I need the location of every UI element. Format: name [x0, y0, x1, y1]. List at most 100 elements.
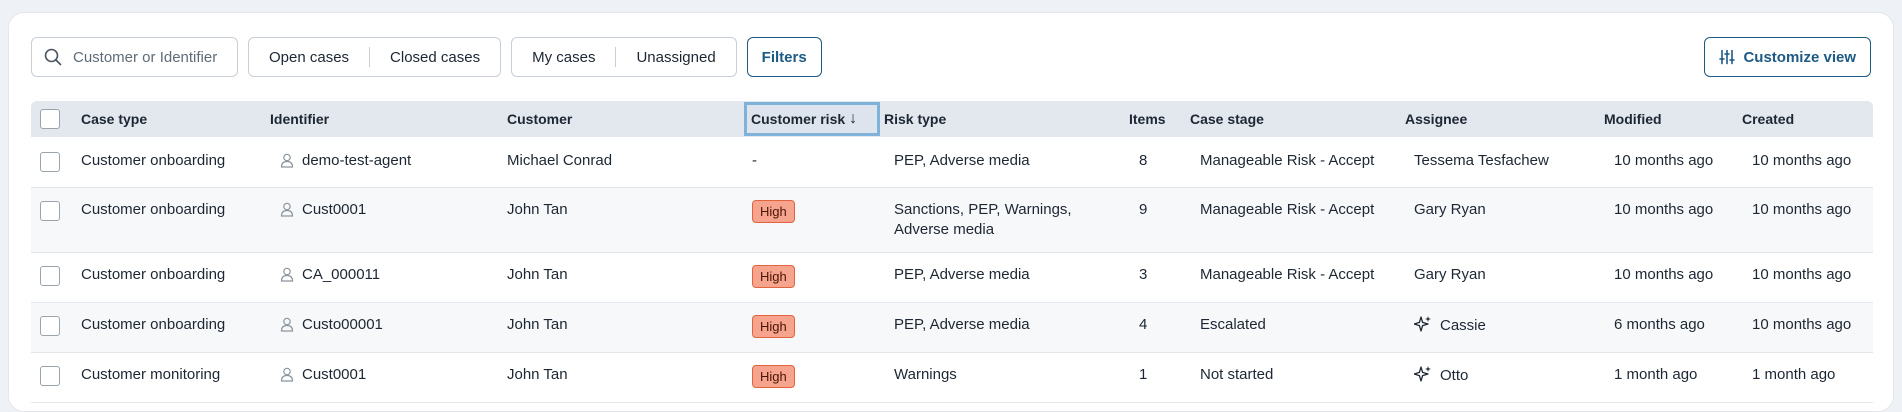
- case-stage-cell: Not started: [1200, 366, 1274, 383]
- assignee-name: Cassie: [1440, 317, 1486, 334]
- risk-cell: High: [752, 365, 795, 388]
- high-risk-badge: High: [752, 265, 795, 288]
- table-row[interactable]: Customer onboarding CA_000011 John Tan H…: [31, 253, 1873, 303]
- table-row[interactable]: Customer onboarding Cust0001 John Tan Hi…: [31, 188, 1873, 253]
- risk-cell: High: [752, 315, 795, 338]
- header-modified[interactable]: Modified: [1604, 101, 1662, 137]
- header-label: Customer risk: [751, 111, 846, 127]
- identifier-cell[interactable]: CA_000011: [280, 265, 380, 285]
- user-icon: [280, 202, 294, 217]
- open-cases-button[interactable]: Open cases: [269, 48, 350, 66]
- customer-cell: John Tan: [507, 316, 568, 333]
- closed-cases-button[interactable]: Closed cases: [390, 48, 481, 66]
- risk-type-line: Sanctions, PEP, Warnings,: [894, 201, 1072, 218]
- table-row[interactable]: Customer onboarding demo-test-agent Mich…: [31, 137, 1873, 188]
- assignee-cell: Gary Ryan: [1414, 266, 1486, 283]
- filters-button[interactable]: Filters: [746, 37, 822, 77]
- items-cell: 9: [1139, 201, 1148, 218]
- case-stage-cell: Manageable Risk - Accept: [1200, 266, 1375, 283]
- header-customer-risk[interactable]: Customer risk ↓: [744, 102, 880, 136]
- risk-type-cell: Warnings: [894, 366, 957, 383]
- assignee-cell: Cassie: [1413, 315, 1486, 336]
- case-type-cell: Customer onboarding: [81, 266, 226, 283]
- risk-type-cell: PEP, Adverse media: [894, 152, 1030, 169]
- risk-cell: High: [752, 200, 795, 223]
- created-cell: 10 months ago: [1752, 266, 1852, 283]
- header-case-type[interactable]: Case type: [81, 101, 147, 137]
- header-label: Assignee: [1405, 111, 1468, 127]
- identifier-cell[interactable]: demo-test-agent: [280, 151, 411, 171]
- customize-view-button[interactable]: Customize view: [1704, 37, 1871, 77]
- created-cell: 1 month ago: [1752, 366, 1836, 383]
- risk-type-cell: PEP, Adverse media: [894, 316, 1030, 333]
- items-cell: 8: [1139, 152, 1148, 169]
- divider: [615, 47, 617, 67]
- assignment-toggle: My cases Unassigned: [511, 37, 737, 77]
- header-customer[interactable]: Customer: [507, 101, 572, 137]
- divider: [369, 47, 371, 67]
- search-input[interactable]: [73, 48, 223, 66]
- modified-cell: 10 months ago: [1614, 266, 1714, 283]
- assignee-cell: Gary Ryan: [1414, 201, 1486, 218]
- risk-type-cell: Sanctions, PEP, Warnings, Adverse media: [894, 200, 1072, 240]
- header-assignee[interactable]: Assignee: [1405, 101, 1467, 137]
- search-box[interactable]: [31, 37, 238, 77]
- customer-cell: John Tan: [507, 201, 568, 218]
- high-risk-badge: High: [752, 315, 795, 338]
- risk-cell: High: [752, 265, 795, 288]
- customer-cell: John Tan: [507, 366, 568, 383]
- my-cases-button[interactable]: My cases: [532, 48, 596, 66]
- identifier-text: demo-test-agent: [302, 152, 412, 169]
- header-identifier[interactable]: Identifier: [270, 101, 329, 137]
- toolbar: Open cases Closed cases My cases Unassig…: [31, 37, 1871, 77]
- case-type-cell: Customer monitoring: [81, 366, 221, 383]
- header-label: Customer: [507, 111, 573, 127]
- header-label: Case stage: [1190, 111, 1264, 127]
- items-cell: 1: [1139, 366, 1148, 383]
- header-label: Items: [1129, 111, 1166, 127]
- row-checkbox[interactable]: [40, 201, 60, 221]
- risk-cell: -: [752, 152, 757, 169]
- customer-cell: Michael Conrad: [507, 152, 613, 169]
- header-label: Created: [1742, 111, 1795, 127]
- case-type-cell: Customer onboarding: [81, 201, 226, 218]
- modified-cell: 1 month ago: [1614, 366, 1698, 383]
- row-checkbox[interactable]: [40, 316, 60, 336]
- customize-view-label: Customize view: [1743, 48, 1856, 66]
- identifier-text: CA_000011: [302, 266, 381, 283]
- sort-down-icon: ↓: [849, 110, 858, 127]
- assignee-cell: Tessema Tesfachew: [1414, 152, 1549, 169]
- identifier-cell[interactable]: Cust0001: [280, 200, 366, 220]
- row-checkbox[interactable]: [40, 366, 60, 386]
- unassigned-button[interactable]: Unassigned: [636, 48, 716, 66]
- case-stage-cell: Escalated: [1200, 316, 1266, 333]
- header-risk-type[interactable]: Risk type: [884, 101, 946, 137]
- high-risk-badge: High: [752, 200, 795, 223]
- identifier-cell[interactable]: Custo00001: [280, 315, 383, 335]
- items-cell: 3: [1139, 266, 1148, 283]
- assignee-name: Otto: [1440, 367, 1469, 384]
- row-checkbox[interactable]: [40, 266, 60, 286]
- modified-cell: 10 months ago: [1614, 152, 1714, 169]
- case-type-cell: Customer onboarding: [81, 152, 226, 169]
- row-checkbox[interactable]: [40, 152, 60, 172]
- identifier-cell[interactable]: Cust0001: [280, 365, 366, 385]
- table-row[interactable]: Customer monitoring Cust0001 John Tan Hi…: [31, 353, 1873, 403]
- cases-panel: Open cases Closed cases My cases Unassig…: [8, 12, 1894, 412]
- case-type-cell: Customer onboarding: [81, 316, 226, 333]
- search-icon: [44, 48, 62, 66]
- customer-cell: John Tan: [507, 266, 568, 283]
- user-icon: [280, 153, 294, 168]
- header-case-stage[interactable]: Case stage: [1190, 101, 1264, 137]
- identifier-text: Cust0001: [302, 201, 367, 218]
- header-label: Risk type: [884, 111, 947, 127]
- select-all-checkbox[interactable]: [40, 109, 60, 129]
- table-row[interactable]: Customer onboarding Custo00001 John Tan …: [31, 303, 1873, 353]
- sliders-icon: [1719, 49, 1736, 65]
- risk-type-line: Adverse media: [894, 221, 995, 238]
- user-icon: [280, 317, 294, 332]
- header-items[interactable]: Items: [1129, 101, 1166, 137]
- header-created[interactable]: Created: [1742, 101, 1794, 137]
- items-cell: 4: [1139, 316, 1148, 333]
- assignee-cell: Otto: [1413, 365, 1469, 386]
